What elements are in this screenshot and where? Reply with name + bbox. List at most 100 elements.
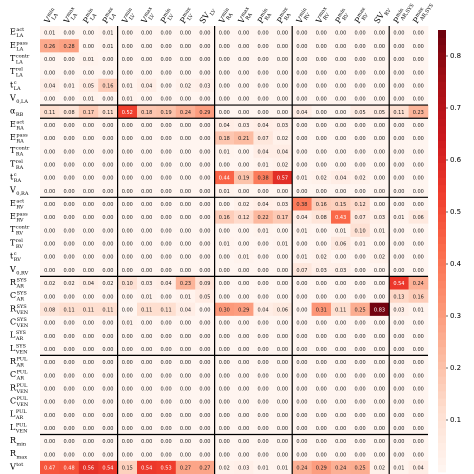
axis-label-sub: RA <box>16 139 24 145</box>
heatmap-cell <box>311 289 332 304</box>
heatmap-cell <box>40 131 60 145</box>
heatmap-cell <box>59 408 80 422</box>
cell-label: 0.00 <box>122 373 133 379</box>
cell-label: 0.00 <box>199 413 210 419</box>
heatmap-cell <box>156 223 177 238</box>
cell-label: 0.00 <box>374 44 385 50</box>
heatmap-cell <box>253 460 274 474</box>
heatmap-cell <box>369 118 390 132</box>
cell-label: 0.00 <box>296 83 307 89</box>
cell-label: 0.00 <box>83 321 94 327</box>
heatmap-cell <box>369 157 390 172</box>
cell-label: 0.00 <box>335 400 346 406</box>
heatmap-cell <box>331 210 351 224</box>
cell-label: 0.00 <box>161 294 172 300</box>
cell-label: 0.11 <box>161 307 172 313</box>
axis-label-sup: SYS <box>16 330 27 336</box>
colorbar-segment <box>438 449 446 458</box>
cell-label: 0.00 <box>83 163 94 169</box>
axis-label: R <box>10 278 17 287</box>
cell-label: 0.00 <box>219 387 230 393</box>
cell-label: 0.00 <box>335 57 346 63</box>
cell-label: 0.00 <box>44 413 55 419</box>
heatmap-cell <box>272 91 293 106</box>
cell-label: 0.04 <box>413 466 424 472</box>
cell-label: 0.00 <box>296 347 307 353</box>
heatmap-cell <box>137 78 157 93</box>
cell-label: 0.00 <box>141 228 152 234</box>
heatmap-cell <box>175 184 196 198</box>
heatmap-cell <box>214 408 235 422</box>
heatmap-cell <box>408 223 429 238</box>
heatmap-cell <box>234 52 254 66</box>
heatmap-cell <box>195 144 215 159</box>
cell-label: 0.18 <box>219 136 230 142</box>
cell-label: 0.00 <box>180 347 191 353</box>
cell-label: 0.00 <box>238 334 249 340</box>
heatmap-cell <box>40 26 60 40</box>
heatmap-cell <box>175 250 196 264</box>
heatmap-cell <box>311 250 332 264</box>
cell-label: 0.00 <box>102 373 113 379</box>
heatmap-cell <box>59 131 80 145</box>
heatmap-cell <box>272 381 293 396</box>
cell-label: 0.19 <box>161 110 172 116</box>
heatmap-cell <box>331 105 351 119</box>
heatmap-cell <box>369 236 390 251</box>
cell-label: 0.18 <box>141 110 152 116</box>
heatmap-cell <box>272 157 293 172</box>
heatmap-cell <box>214 52 235 66</box>
cell-label: 0.01 <box>296 255 307 261</box>
heatmap-cell <box>408 170 429 185</box>
cell-label: 0.00 <box>180 149 191 155</box>
heatmap-cell <box>234 447 254 462</box>
colorbar-segment <box>438 140 446 149</box>
cell-label: 0.00 <box>316 97 327 103</box>
axis-label-sup: min <box>220 6 231 18</box>
colorbar-segment <box>438 420 446 429</box>
cell-label: 0.00 <box>64 321 75 327</box>
heatmap-cell <box>272 434 293 448</box>
heatmap-cell <box>350 394 371 409</box>
cell-label: 0.00 <box>199 347 210 353</box>
colorbar-segment <box>438 280 446 289</box>
heatmap-cell <box>272 184 293 198</box>
cell-label: 0.11 <box>83 307 94 313</box>
cell-label: 0.00 <box>277 189 288 195</box>
heatmap-cell <box>408 184 429 198</box>
cell-label: 0.00 <box>355 255 366 261</box>
axis-label-sub: VEN <box>16 310 29 316</box>
heatmap-cell <box>253 302 274 317</box>
cell-label: 0.21 <box>238 136 249 142</box>
heatmap-cell <box>175 118 196 132</box>
axis-label-sub: RV <box>361 12 370 22</box>
heatmap-cell <box>350 289 371 304</box>
cell-label: 0.00 <box>83 189 94 195</box>
cell-label: 0.00 <box>141 123 152 129</box>
heatmap-cell <box>350 118 371 132</box>
heatmap-cell <box>408 447 429 462</box>
axis-label: t <box>10 173 14 182</box>
heatmap-cell <box>175 236 196 251</box>
heatmap-cell <box>253 289 274 304</box>
cell-label: 0.00 <box>161 149 172 155</box>
heatmap-cell <box>98 408 118 422</box>
heatmap-cell <box>214 315 235 330</box>
heatmap-cell <box>369 144 390 159</box>
colorbar-tick-label: 0.5 <box>450 208 461 216</box>
heatmap-cell <box>234 197 254 211</box>
cell-label: 0.00 <box>161 123 172 129</box>
cell-label: 0.00 <box>122 202 133 208</box>
heatmap-cell <box>117 197 138 211</box>
cell-label: 0.00 <box>219 360 230 366</box>
cell-label: 0.00 <box>161 413 172 419</box>
heatmap-cell <box>40 52 60 66</box>
cell-label: 0.00 <box>238 110 249 116</box>
cell-label: 0.16 <box>316 202 327 208</box>
heatmap-cell <box>389 197 409 211</box>
heatmap-cell <box>292 342 312 356</box>
heatmap-cell <box>389 131 409 145</box>
